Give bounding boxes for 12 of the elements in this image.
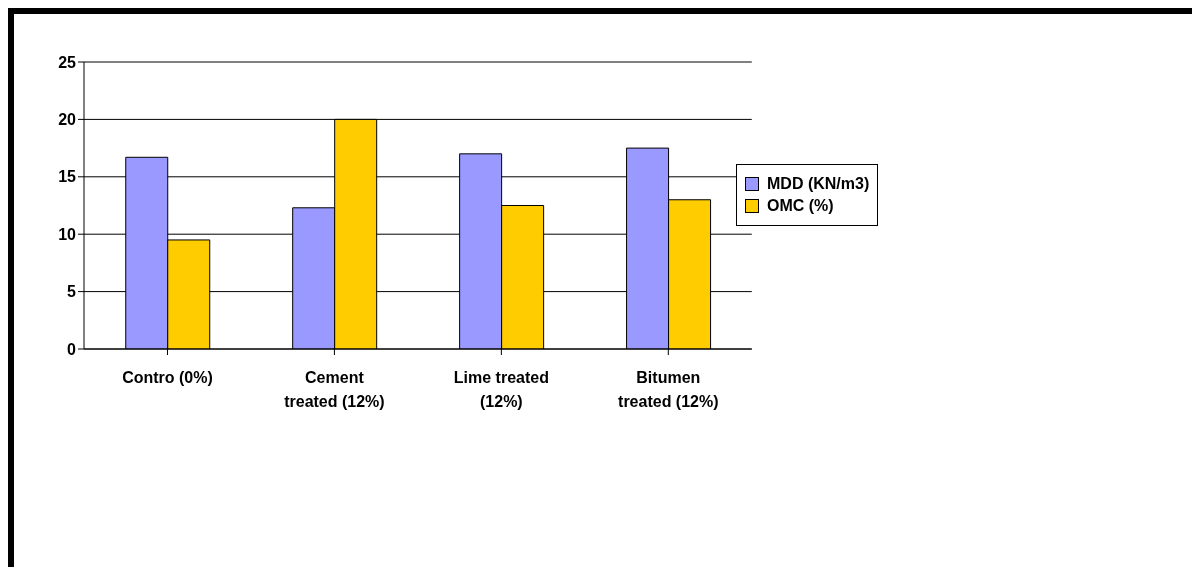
y-tick-label: 25 — [58, 53, 77, 71]
y-tick-label: 10 — [58, 225, 77, 243]
x-tick-label: Contro (0%) — [122, 369, 213, 386]
y-tick-label: 0 — [67, 340, 77, 358]
legend-label: MDD (KN/m3) — [767, 175, 870, 193]
y-tick-label: 20 — [58, 111, 77, 129]
legend-label: OMC (%) — [767, 197, 834, 215]
y-tick-label: 5 — [67, 283, 77, 301]
y-tick-label: 15 — [58, 168, 77, 186]
x-tick-label: Cement treated (12%) — [284, 369, 385, 410]
x-tick-label: Lime treated (12%) — [453, 369, 549, 410]
x-tick-label: Bitumen treated (12%) — [618, 369, 719, 410]
